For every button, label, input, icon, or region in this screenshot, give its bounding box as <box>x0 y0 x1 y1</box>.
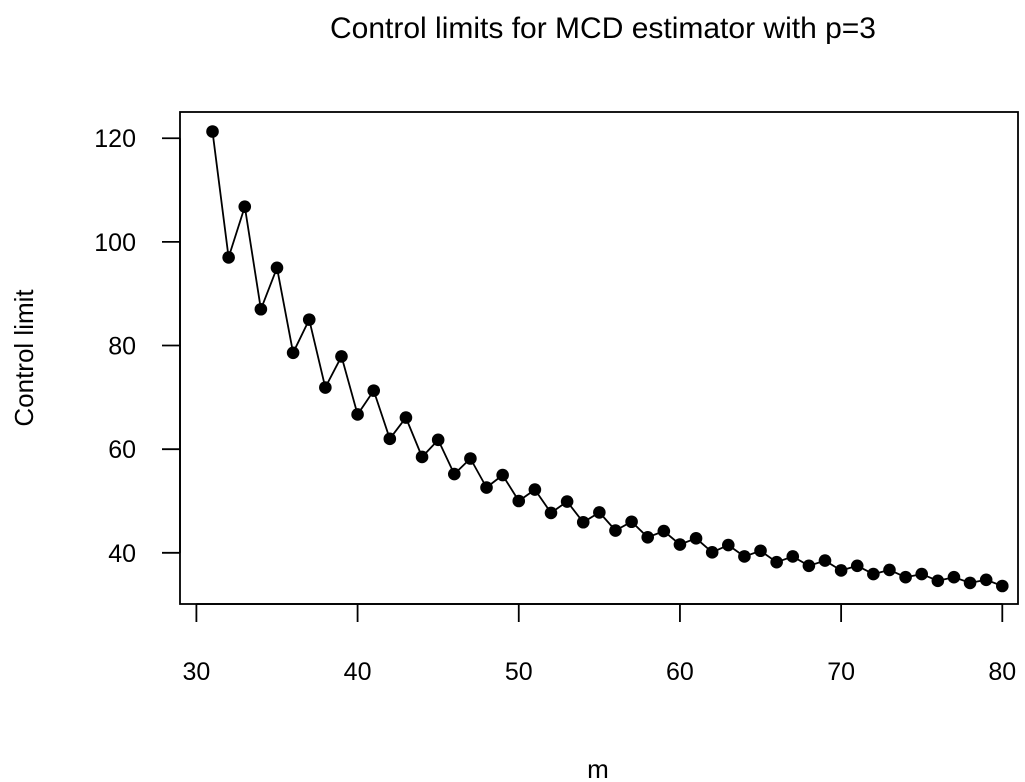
data-point <box>270 261 284 275</box>
data-point <box>351 408 364 421</box>
series-layer <box>206 125 1009 593</box>
x-tick-label: 80 <box>988 658 1016 686</box>
data-point <box>673 538 687 551</box>
data-point <box>770 555 783 569</box>
data-point <box>738 550 751 563</box>
y-tick-label: 40 <box>108 540 136 568</box>
data-point <box>383 432 397 446</box>
data-point <box>302 313 316 326</box>
data-point <box>802 559 816 573</box>
data-point <box>254 302 268 316</box>
x-tick-label: 50 <box>505 658 533 686</box>
data-point <box>721 538 735 552</box>
data-point <box>367 384 380 397</box>
data-point <box>818 554 832 567</box>
y-tick-label: 120 <box>94 125 136 153</box>
x-tick-label: 60 <box>666 658 694 686</box>
data-point <box>883 563 896 577</box>
y-tick-label: 60 <box>108 436 136 464</box>
data-point <box>222 251 235 264</box>
data-point <box>931 574 945 588</box>
data-point <box>867 567 880 581</box>
series-line <box>211 131 1003 587</box>
x-tick-label: 30 <box>182 658 210 686</box>
data-point <box>560 495 574 508</box>
y-tick-label: 80 <box>108 333 136 361</box>
data-point <box>496 468 509 482</box>
data-point <box>689 532 703 545</box>
plot-frame <box>179 111 1019 605</box>
data-point <box>319 381 332 394</box>
x-axis: 30 40 50 60 70 80 <box>182 603 1016 686</box>
data-point <box>963 576 977 590</box>
data-point <box>480 481 493 494</box>
y-axis: 40 60 80 100 120 <box>94 125 181 568</box>
data-point <box>754 544 767 558</box>
x-tick-label: 40 <box>344 658 372 686</box>
data-point <box>206 125 219 138</box>
data-point <box>786 550 800 563</box>
data-point <box>609 524 622 537</box>
plot-region <box>179 111 1019 605</box>
data-point <box>544 506 558 520</box>
data-point <box>238 200 252 213</box>
data-point <box>593 506 606 519</box>
data-point <box>576 515 590 529</box>
data-point <box>947 570 961 584</box>
data-point <box>915 567 929 581</box>
y-axis-label: Control limit <box>9 289 39 427</box>
y-tick-label: 100 <box>94 229 136 257</box>
data-point <box>834 564 848 577</box>
x-tick-label: 70 <box>827 658 855 686</box>
chart-title: Control limits for MCD estimator with p=… <box>330 12 876 45</box>
data-point <box>512 494 526 508</box>
data-point <box>996 579 1009 593</box>
data-point <box>979 573 993 587</box>
data-point <box>415 450 429 464</box>
data-point <box>286 346 300 360</box>
data-point <box>850 559 864 573</box>
data-point <box>705 546 719 559</box>
data-point <box>641 530 655 544</box>
data-point <box>447 467 461 481</box>
data-point <box>625 515 638 529</box>
data-point <box>335 350 348 363</box>
data-point <box>899 570 912 584</box>
data-point <box>431 433 445 447</box>
x-axis-label: m <box>587 754 609 782</box>
data-point <box>657 524 671 538</box>
data-point <box>399 411 413 424</box>
data-point <box>528 483 542 496</box>
data-point <box>464 452 477 465</box>
